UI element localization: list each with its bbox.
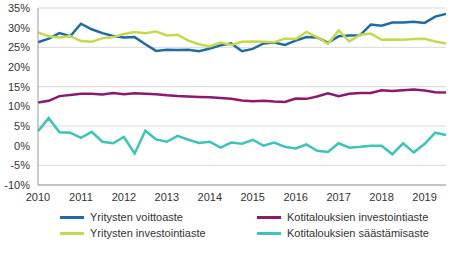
svg-text:2017: 2017: [326, 191, 350, 203]
svg-text:-5%: -5%: [10, 159, 30, 171]
svg-text:2011: 2011: [69, 191, 93, 203]
html-text:Yritysten voittoaste: Yritysten voittoaste: [90, 211, 183, 223]
svg-text:2013: 2013: [155, 191, 179, 203]
svg-text:2016: 2016: [283, 191, 307, 203]
svg-text:35%: 35%: [8, 2, 30, 14]
svg-text:2019: 2019: [412, 191, 436, 203]
html-text:Kotitalouksien säästämisaste: Kotitalouksien säästämisaste: [287, 227, 429, 239]
html-text:Kotitalouksien investointiaste: Kotitalouksien investointiaste: [287, 211, 429, 223]
svg-text:0%: 0%: [14, 140, 30, 152]
svg-text:5%: 5%: [14, 120, 30, 132]
html-text:Yritysten investointiaste: Yritysten investointiaste: [90, 227, 206, 239]
svg-text:2018: 2018: [369, 191, 393, 203]
svg-text:2015: 2015: [240, 191, 264, 203]
svg-text:2014: 2014: [198, 191, 222, 203]
svg-text:30%: 30%: [8, 22, 30, 34]
svg-text:-10%: -10%: [8, 179, 30, 191]
svg-text:10%: 10%: [8, 100, 30, 112]
svg-text:20%: 20%: [8, 61, 30, 73]
svg-text:15%: 15%: [8, 81, 30, 93]
svg-text:2012: 2012: [112, 191, 136, 203]
svg-text:25%: 25%: [8, 41, 30, 53]
svg-text:2010: 2010: [26, 191, 50, 203]
